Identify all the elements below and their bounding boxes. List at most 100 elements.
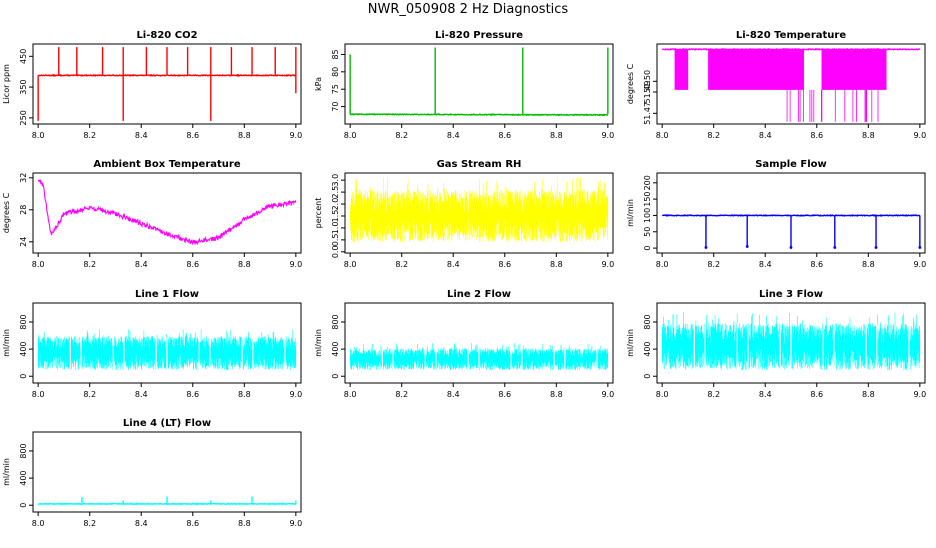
- series-deep-excursions: [786, 89, 879, 122]
- x-tick-label: 8.4: [135, 519, 148, 528]
- y-axis-label: ml/min: [626, 199, 635, 227]
- plot-frame: [344, 172, 614, 254]
- y-tick-label: 200: [643, 175, 652, 190]
- series-group: [37, 47, 297, 121]
- x-tick-label: 9.0: [289, 260, 302, 269]
- y-axis-label: kPa: [314, 77, 323, 91]
- x-tick-label: 8.6: [186, 390, 199, 399]
- chart-line4-lt-flow: Line 4 (LT) Flow ml/min 8.0 8.2 8.4 8.6 8.8 9.0…: [2, 418, 302, 528]
- x-tick-label: 8.2: [83, 260, 96, 269]
- chart-title: Li-820 Pressure: [435, 30, 523, 41]
- chart-title: Line 3 Flow: [759, 289, 823, 300]
- y-axis-label: ml/min: [2, 458, 11, 486]
- x-tick-label: 9.0: [601, 390, 614, 399]
- chart-li820-pressure: Li-820 Pressure kPa 8.0 8.2 8.4 8.6 8.8 9.0 70 75…: [314, 30, 614, 140]
- y-axis-label: percent: [314, 198, 323, 229]
- y-tick-label: 0: [19, 374, 28, 379]
- y-tick-label: 1.5: [331, 210, 340, 223]
- chart-li820-co2: Li-820 CO2 Licor ppm 8.0 8.2 8.4 8.6 8.8 9.0 250…: [2, 30, 302, 140]
- plot-frame: [32, 302, 302, 384]
- y-tick-label: 50: [643, 227, 652, 237]
- plot-frame: [32, 172, 302, 254]
- y-tick-label: 450: [19, 49, 28, 64]
- y-axis-label: ml/min: [314, 329, 323, 357]
- series-gaps: [693, 323, 910, 370]
- series-baseline: [349, 112, 608, 117]
- x-tick-label: 8.8: [862, 390, 875, 399]
- x-tick-label: 9.0: [601, 260, 614, 269]
- y-tick-label: 800: [643, 314, 652, 329]
- y-tick-label: 85: [331, 49, 340, 59]
- y-tick-label: 800: [19, 314, 28, 329]
- x-tick-label: 8.6: [498, 260, 511, 269]
- series-group: [349, 176, 609, 243]
- y-tick-label: 100: [643, 208, 652, 223]
- page-title: NWR_050908 2 Hz Diagnostics: [367, 2, 569, 17]
- x-tick-label: 8.0: [656, 131, 669, 140]
- y-tick-label: 2.0: [331, 198, 340, 211]
- y-tick-label: 3.0: [331, 174, 340, 187]
- series-group: [661, 47, 921, 122]
- dip-point: [745, 245, 749, 248]
- y-tick-label: 51.47: [643, 102, 652, 125]
- x-tick-label: 8.6: [810, 131, 823, 140]
- y-tick-label: 250: [19, 110, 28, 125]
- series-dense_low_bands: [674, 49, 887, 90]
- x-tick-label: 9.0: [913, 390, 926, 399]
- y-tick-label: 24: [19, 237, 28, 247]
- x-tick-label: 8.8: [862, 260, 875, 269]
- plot-frame: [32, 431, 302, 513]
- series-rh_band: [349, 176, 609, 243]
- chart-line3-flow: Line 3 Flow ml/min 8.0 8.2 8.4 8.6 8.8 9.0 0 400 8…: [626, 289, 926, 399]
- chart-line2-flow: Line 2 Flow ml/min 8.0 8.2 8.4 8.6 8.8 9.0 0 400 8…: [314, 289, 614, 399]
- y-tick-label: 0.0: [331, 245, 340, 258]
- plot-frame: [656, 43, 926, 125]
- x-tick-label: 8.4: [447, 390, 460, 399]
- x-tick-label: 8.8: [550, 390, 563, 399]
- x-tick-label: 8.4: [135, 131, 148, 140]
- y-tick-label: 0: [643, 246, 652, 251]
- x-tick-label: 8.2: [707, 390, 720, 399]
- x-tick-label: 8.8: [238, 131, 251, 140]
- series-group: [661, 213, 922, 249]
- dip-point: [789, 246, 793, 249]
- x-tick-label: 8.4: [447, 260, 460, 269]
- x-tick-label: 8.0: [32, 390, 45, 399]
- x-tick-label: 8.4: [759, 390, 772, 399]
- chart-li820-temperature: Li-820 Temperature degrees C 8.0 8.2 8.4 8.6 8…: [626, 30, 926, 140]
- x-tick-label: 8.0: [344, 260, 357, 269]
- y-tick-label: 51.49: [643, 81, 652, 104]
- y-axis-label: degrees C: [626, 63, 635, 104]
- series-group: [349, 343, 609, 371]
- dip-point: [918, 246, 922, 249]
- y-tick-label: 350: [19, 79, 28, 94]
- plot-frame: [344, 302, 614, 384]
- y-tick-label: 75: [331, 84, 340, 94]
- x-tick-label: 8.6: [810, 260, 823, 269]
- series-baseline: [37, 502, 297, 506]
- y-axis-label: ml/min: [2, 329, 11, 357]
- x-tick-label: 8.4: [135, 260, 148, 269]
- plot-frame: [32, 43, 302, 125]
- plot-frame: [344, 43, 614, 125]
- x-tick-label: 9.0: [601, 131, 614, 140]
- y-axis-label: degrees C: [2, 192, 11, 233]
- y-tick-label: 400: [19, 341, 28, 356]
- x-tick-label: 8.6: [498, 390, 511, 399]
- chart-title: Gas Stream RH: [437, 159, 522, 170]
- chart-line1-flow: Line 1 Flow ml/min 8.0 8.2 8.4 8.6 8.8 9.0 0 400 8…: [2, 289, 302, 399]
- x-tick-label: 8.4: [759, 260, 772, 269]
- x-tick-label: 8.2: [395, 131, 408, 140]
- plot-frame: [656, 302, 926, 384]
- x-tick-label: 8.6: [498, 131, 511, 140]
- y-tick-label: 0: [643, 374, 652, 379]
- x-tick-label: 8.2: [83, 390, 96, 399]
- y-tick-label: 2.5: [331, 186, 340, 199]
- y-tick-label: 0: [19, 503, 28, 508]
- x-tick-label: 8.8: [550, 131, 563, 140]
- y-axis-label: Licor ppm: [2, 64, 11, 104]
- x-tick-label: 9.0: [913, 260, 926, 269]
- x-tick-label: 8.0: [656, 390, 669, 399]
- x-tick-label: 8.4: [135, 390, 148, 399]
